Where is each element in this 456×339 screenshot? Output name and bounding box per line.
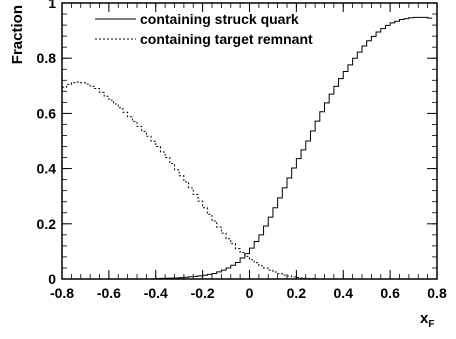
- x-tick-label: -0.2: [191, 285, 215, 301]
- series-line-2: [62, 81, 320, 280]
- series-line-1: [151, 16, 433, 280]
- x-axis-title-main: x: [420, 310, 429, 327]
- y-tick-label: 0.2: [37, 216, 57, 232]
- x-axis-title-subscript: F: [428, 319, 434, 330]
- legend-label-1: containing struck quark: [140, 11, 299, 27]
- legend: containing struck quark containing target…: [95, 11, 313, 47]
- x-tick-label: 0: [246, 285, 254, 301]
- axis-ticks: -0.8 -0.6 -0.4 -0.2 0 0.2 0.4 0.6 0.8 0 0.2 0.4 0.6 0…: [37, 0, 447, 301]
- x-tick-label: 0.8: [427, 285, 447, 301]
- x-tick-label: 0.2: [287, 285, 307, 301]
- x-tick-label: 0.4: [334, 285, 354, 301]
- y-tick-label: 0.6: [37, 105, 57, 121]
- y-axis-title: Fraction: [9, 5, 26, 64]
- x-axis-title: xF: [420, 310, 434, 330]
- x-tick-label: -0.6: [97, 285, 121, 301]
- x-tick-label: 0.6: [380, 285, 400, 301]
- series-group: [62, 16, 433, 280]
- x-tick-label: -0.4: [144, 285, 168, 301]
- x-tick-label: -0.8: [50, 285, 74, 301]
- y-tick-label: 1: [48, 0, 56, 11]
- y-tick-label: 0.8: [37, 50, 57, 66]
- y-tick-label: 0: [48, 271, 56, 287]
- legend-label-2: containing target remnant: [140, 31, 313, 47]
- y-tick-label: 0.4: [37, 161, 57, 177]
